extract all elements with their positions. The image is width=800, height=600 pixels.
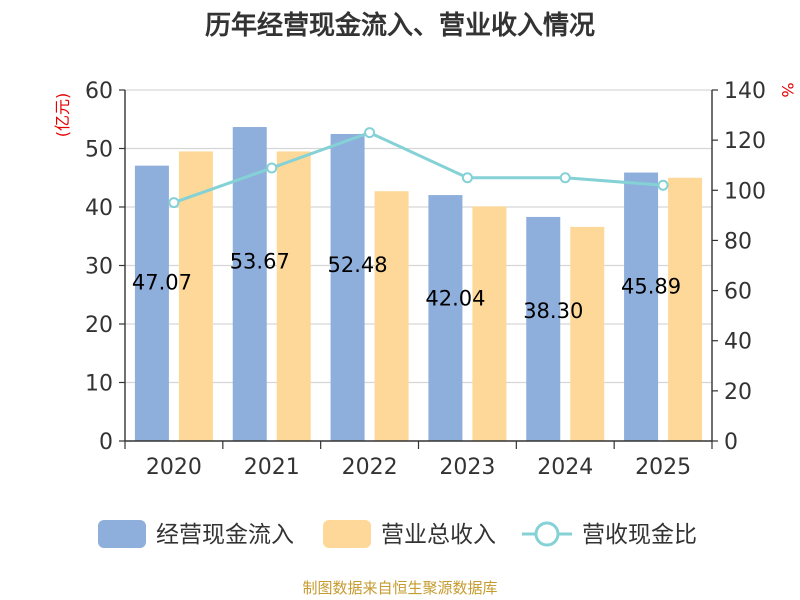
cash-inflow-bar (134, 165, 169, 441)
x-tick-label: 2024 (537, 455, 593, 480)
left-tick-label: 60 (85, 79, 113, 104)
legend-marker-ratio (534, 521, 560, 547)
left-tick-label: 0 (99, 430, 113, 455)
grid (125, 89, 712, 384)
x-tick-label: 2021 (244, 455, 300, 480)
chart-title: 历年经营现金流入、营业收入情况 (205, 10, 595, 41)
cash-inflow-bar (624, 172, 659, 441)
ratio-series-line (173, 131, 664, 204)
right-tick-label: 40 (724, 330, 752, 355)
legend: 经营现金流入 营业总收入 营收现金比 (98, 520, 697, 548)
right-tick-label: 0 (724, 430, 738, 455)
revenue-bar (276, 151, 311, 442)
legend-label-revenue: 营业总收入 (381, 522, 496, 548)
ratio-line (168, 127, 669, 209)
right-tick-label: 80 (724, 229, 752, 254)
left-tick-label: 30 (85, 255, 113, 280)
legend-label-cash-inflow: 经营现金流入 (156, 522, 294, 548)
left-tick-label: 20 (85, 313, 113, 338)
ratio-point (168, 197, 180, 209)
revenue-bar (668, 177, 703, 441)
right-tick-label: 100 (724, 179, 766, 204)
left-tick-label: 40 (85, 196, 113, 221)
axes: 0 10 20 30 40 50 60 0 20 40 60 80 100 120 140 2020 2021 2… (85, 79, 766, 480)
right-tick-label: 60 (724, 280, 752, 305)
right-tick-label: 20 (724, 380, 752, 405)
right-tick-label: 120 (724, 129, 766, 154)
cash-inflow-value-label: 52.48 (328, 253, 388, 277)
legend-swatch-revenue (323, 520, 371, 548)
cash-inflow-value-label: 47.07 (132, 271, 192, 295)
cash-inflow-value-label: 38.30 (523, 299, 583, 323)
x-tick-label: 2023 (439, 455, 495, 480)
revenue-bar (570, 226, 605, 441)
x-tick-label: 2025 (635, 455, 691, 480)
ratio-point (657, 179, 669, 191)
ratio-point (559, 172, 571, 184)
right-tick-label: 140 (724, 79, 766, 104)
bars (134, 127, 703, 442)
legend-swatch-cash-inflow (98, 520, 146, 548)
ratio-point (461, 172, 473, 184)
source-note: 制图数据来自恒生聚源数据库 (302, 579, 497, 597)
cash-inflow-value-label: 53.67 (230, 249, 290, 273)
data-labels: 47.07 53.67 52.48 42.04 38.30 45.89 (132, 249, 681, 322)
x-tick-label: 2022 (342, 455, 398, 480)
cash-inflow-bar (428, 195, 463, 441)
left-axis-unit: (亿元) (53, 93, 72, 138)
revenue-bar (472, 206, 507, 441)
legend-label-ratio: 营收现金比 (582, 522, 697, 548)
left-tick-label: 50 (85, 138, 113, 163)
cash-inflow-bar (232, 127, 267, 441)
cash-inflow-value-label: 45.89 (621, 274, 681, 298)
ratio-point (266, 162, 278, 174)
left-tick-label: 10 (85, 372, 113, 397)
right-axis-unit: % (778, 82, 797, 97)
cash-inflow-value-label: 42.04 (425, 287, 485, 311)
revenue-bar (374, 191, 409, 441)
cash-inflow-bar (526, 216, 561, 441)
cash-inflow-bar (330, 133, 365, 441)
x-tick-label: 2020 (146, 455, 202, 480)
ratio-point (364, 127, 376, 139)
